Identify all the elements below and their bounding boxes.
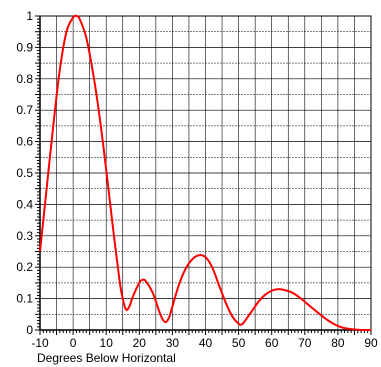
y-tick-label: 0.1 bbox=[16, 292, 33, 306]
x-tick-label: 0 bbox=[70, 336, 77, 350]
y-tick-label: 0.7 bbox=[16, 103, 33, 117]
y-tick-label: 1 bbox=[26, 9, 33, 23]
y-tick-label: 0.6 bbox=[16, 135, 33, 149]
x-tick-label: -10 bbox=[31, 336, 49, 350]
y-tick-labels: 0 0.1 0.2 0.3 0.4 0.5 0.6 0.7 0.8 0.9 1 bbox=[16, 9, 33, 337]
y-tick-label: 0.2 bbox=[16, 260, 33, 274]
x-tick-labels: -10 0 10 20 30 40 50 60 70 80 90 bbox=[31, 336, 378, 350]
x-tick-label: 40 bbox=[199, 336, 213, 350]
y-tick-label: 0.9 bbox=[16, 40, 33, 54]
x-tick-label: 60 bbox=[265, 336, 279, 350]
y-tick-label: 0 bbox=[26, 323, 33, 337]
x-tick-label: 20 bbox=[133, 336, 147, 350]
series-line bbox=[39, 14, 372, 332]
y-tick-label: 0.8 bbox=[16, 72, 33, 86]
x-tick-label: 80 bbox=[331, 336, 345, 350]
x-tick-label: 90 bbox=[364, 336, 378, 350]
x-tick-label: 50 bbox=[232, 336, 246, 350]
x-axis-title: Degrees Below Horizontal bbox=[37, 351, 176, 365]
axes bbox=[35, 15, 372, 335]
x-tick-label: 70 bbox=[298, 336, 312, 350]
y-tick-label: 0.5 bbox=[16, 166, 33, 180]
x-tick-label: 30 bbox=[166, 336, 180, 350]
x-tick-label: 10 bbox=[100, 336, 114, 350]
grid bbox=[39, 15, 372, 331]
series bbox=[39, 14, 372, 332]
y-tick-label: 0.3 bbox=[16, 229, 33, 243]
y-tick-label: 0.4 bbox=[16, 197, 33, 211]
